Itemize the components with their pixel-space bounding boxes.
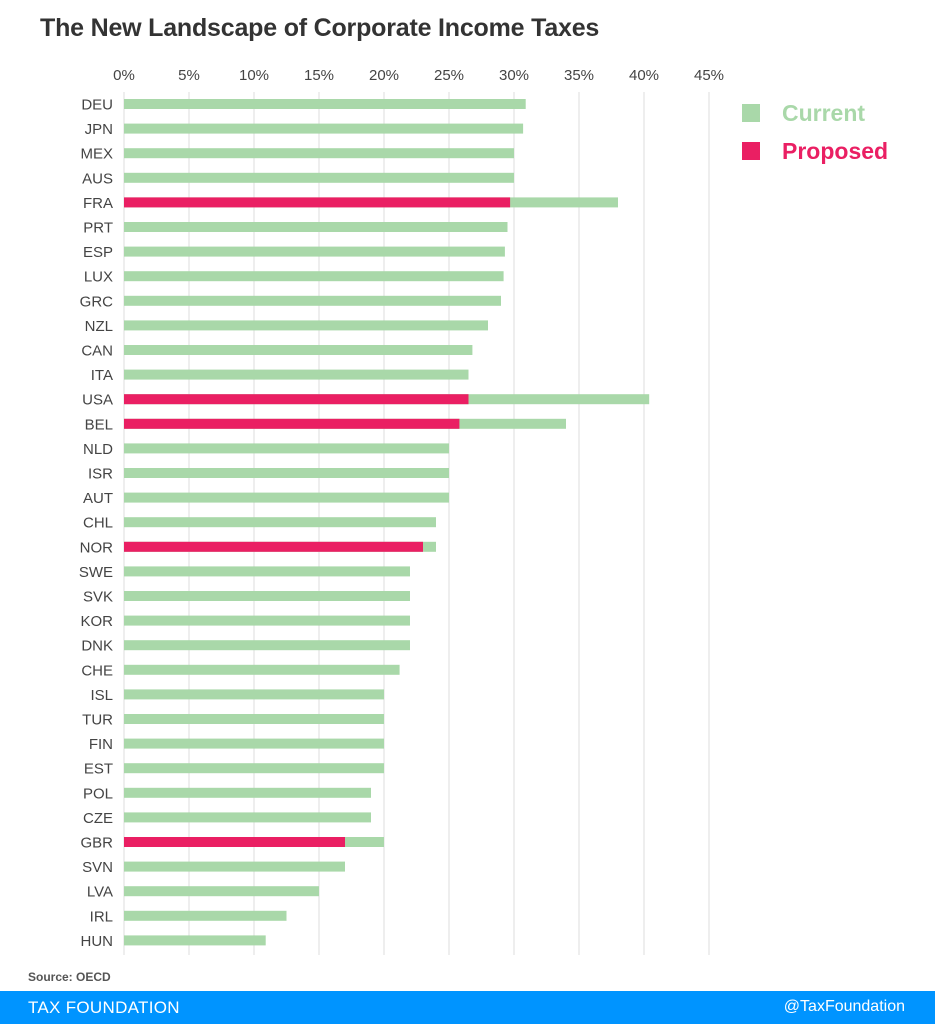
bar-current-tur (124, 714, 384, 724)
bar-current-swe (124, 566, 410, 577)
legend-label-proposed: Proposed (782, 137, 889, 164)
bar-current-nld (124, 443, 449, 454)
category-label: CAN (81, 343, 113, 360)
bar-chart: 0% 5% 10% 15% 20% 25% 30% 35% 40% 45% DEU JPN MEX AU… (79, 67, 724, 955)
category-label: FIN (89, 736, 113, 753)
category-label: NOR (80, 539, 114, 556)
x-tick-label: 35% (564, 67, 594, 84)
bar-current-grc (124, 295, 501, 306)
bar-current-can (124, 345, 473, 355)
footer-handle: @TaxFoundation (783, 998, 905, 1015)
category-label: GRC (80, 293, 114, 310)
category-label: HUN (81, 933, 114, 950)
bar-current-fin (124, 738, 384, 749)
category-label: ISR (88, 466, 113, 483)
legend-item-proposed: Proposed (742, 132, 888, 170)
bar-current-nzl (124, 320, 488, 331)
category-label: SVN (82, 859, 113, 876)
category-label: NZL (85, 318, 113, 335)
category-label: JPN (85, 121, 113, 138)
footer-brand: TAX FOUNDATION (28, 998, 180, 1017)
category-label: LUX (84, 269, 113, 286)
category-label: SVK (83, 589, 113, 606)
category-label: ESP (83, 244, 113, 261)
category-label: AUT (83, 490, 113, 507)
bar-current-kor (124, 615, 410, 626)
bar-proposed-bel (124, 418, 460, 429)
category-label: GBR (80, 835, 113, 852)
category-label: POL (83, 785, 113, 802)
bar-current-lva (124, 886, 319, 897)
category-label: KOR (80, 613, 113, 630)
category-label: PRT (83, 220, 113, 237)
category-label: DNK (81, 638, 113, 655)
bar-current-irl (124, 910, 287, 921)
bar-current-lux (124, 271, 504, 282)
legend-swatch-proposed (742, 142, 760, 160)
category-label: BEL (85, 416, 113, 433)
legend-item-current: Current (742, 94, 888, 132)
bar-current-chl (124, 517, 436, 528)
category-label: SWE (79, 564, 113, 581)
bar-current-svn (124, 861, 345, 872)
bar-current-jpn (124, 123, 524, 134)
y-axis-category-labels: DEU JPN MEX AUS FRA PRT ESP LUX GRC NZL CAN ITA USA B… (79, 97, 113, 950)
bar-current-est (124, 763, 384, 774)
x-tick-label: 20% (369, 67, 399, 84)
bar-current-dnk (124, 640, 410, 651)
x-axis-tick-labels: 0% 5% 10% 15% 20% 25% 30% 35% 40% 45% (113, 67, 724, 84)
bar-current-isl (124, 689, 384, 700)
bars (124, 99, 650, 946)
legend: Current Proposed (742, 94, 888, 170)
bar-current-aus (124, 172, 514, 183)
x-tick-label: 45% (694, 67, 724, 84)
bar-proposed-usa (124, 394, 469, 405)
x-tick-label: 15% (304, 67, 334, 84)
category-label: AUS (82, 170, 113, 187)
chart-title: The New Landscape of Corporate Income Ta… (40, 14, 600, 42)
x-tick-label: 40% (629, 67, 659, 84)
category-label: TUR (82, 712, 113, 729)
category-label: USA (82, 392, 113, 409)
category-label: FRA (83, 195, 113, 212)
category-label: CHL (83, 515, 113, 532)
bar-current-svk (124, 591, 410, 601)
category-label: LVA (87, 884, 113, 901)
footer-bar: TAX FOUNDATION @TaxFoundation (0, 991, 935, 1024)
category-label: ITA (91, 367, 113, 384)
category-label: CZE (83, 810, 113, 827)
bar-current-che (124, 664, 400, 675)
bar-current-aut (124, 492, 449, 503)
bar-proposed-gbr (124, 837, 345, 847)
legend-swatch-current (742, 104, 760, 122)
bar-current-cze (124, 812, 371, 823)
bar-current-esp (124, 246, 505, 257)
bar-current-deu (124, 99, 526, 109)
category-label: ISL (90, 687, 113, 704)
category-label: IRL (90, 908, 113, 925)
bar-current-prt (124, 222, 508, 232)
bar-current-pol (124, 787, 371, 798)
x-tick-label: 30% (499, 67, 529, 84)
bar-current-mex (124, 148, 514, 159)
legend-label-current: Current (782, 99, 866, 126)
category-label: EST (84, 761, 113, 778)
bar-current-hun (124, 935, 266, 946)
bar-current-ita (124, 369, 469, 380)
x-tick-label: 25% (434, 67, 464, 84)
bar-current-isr (124, 468, 449, 478)
source-note: Source: OECD (28, 970, 111, 984)
bar-proposed-nor (124, 541, 423, 552)
category-label: CHE (81, 662, 113, 679)
category-label: MEX (80, 146, 113, 163)
bar-proposed-fra (124, 197, 511, 208)
x-tick-label: 10% (239, 67, 269, 84)
category-label: NLD (83, 441, 113, 458)
category-label: DEU (81, 97, 113, 114)
x-tick-label: 0% (113, 67, 135, 84)
x-tick-label: 5% (178, 67, 200, 84)
